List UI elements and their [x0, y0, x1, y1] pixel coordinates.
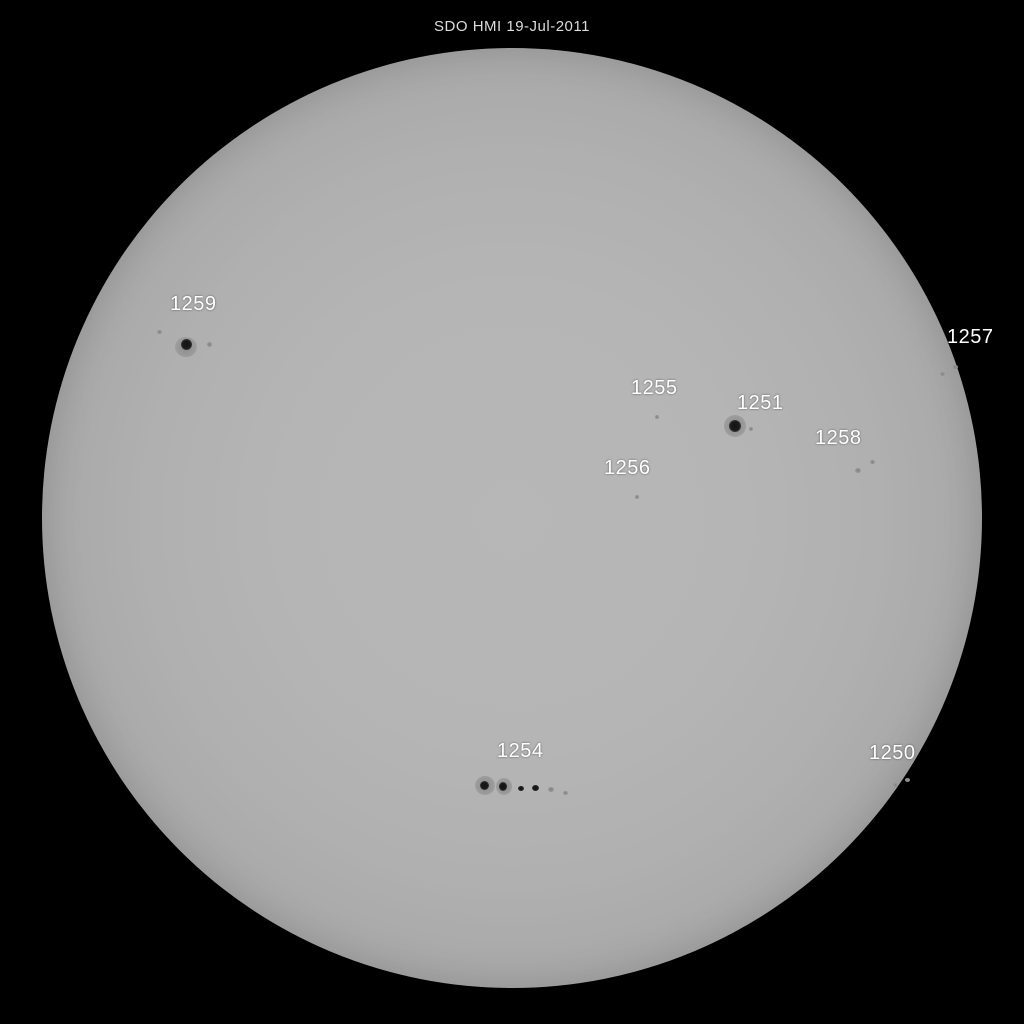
sunspot-1254 [563, 791, 568, 795]
sunspot-1254 [499, 782, 507, 791]
sunspot-1250 [893, 783, 898, 787]
sunspot-1254 [548, 787, 554, 792]
sunspot-1259 [181, 339, 192, 350]
sunspot-1259 [157, 330, 162, 334]
sunspot-1254 [518, 786, 524, 791]
sunspot-1251 [749, 427, 753, 431]
region-label-1256: 1256 [604, 457, 651, 480]
region-label-1250: 1250 [869, 742, 916, 765]
sunspot-1259 [207, 342, 212, 347]
solar-image-stage: SDO HMI 19-Jul-2011 1259 1255 1251 1258 1257… [0, 0, 1024, 1024]
sunspot-1254 [532, 785, 539, 791]
sunspot-1258 [870, 460, 875, 464]
sunspot-1257 [940, 372, 945, 376]
region-label-1251: 1251 [737, 392, 784, 415]
solar-disc [42, 48, 982, 988]
region-label-1259: 1259 [170, 293, 217, 316]
sunspot-1251 [729, 420, 741, 432]
sunspot-1254 [480, 781, 489, 790]
image-title: SDO HMI 19-Jul-2011 [0, 18, 1024, 35]
region-label-1255: 1255 [631, 377, 678, 400]
region-label-1258: 1258 [815, 427, 862, 450]
sunspot-1255 [655, 415, 659, 419]
sunspot-1257 [952, 365, 958, 369]
sunspot-1258 [855, 468, 861, 473]
region-label-1257: 1257 [947, 326, 994, 349]
region-label-1254: 1254 [497, 740, 544, 763]
sunspot-1250 [905, 778, 910, 782]
sunspot-1256 [635, 495, 639, 499]
